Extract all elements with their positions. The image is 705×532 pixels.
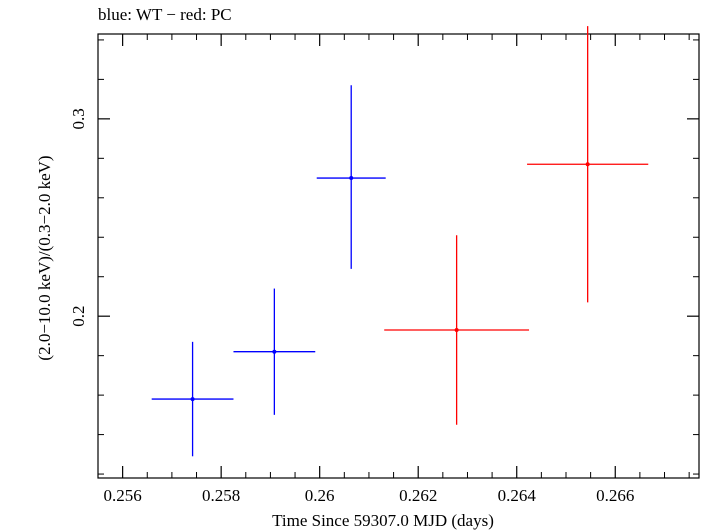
x-axis-label: Time Since 59307.0 MJD (days) (272, 511, 494, 530)
y-tick-label: 0.3 (69, 108, 88, 129)
data-point (272, 349, 277, 354)
data-series (151, 26, 649, 457)
chart-title: blue: WT − red: PC (98, 5, 232, 24)
axis-ticks: 0.256 0.258 0.26 0.262 0.264 0.266 0.2 0.3 (69, 34, 699, 505)
x-tick-label: 0.258 (202, 486, 240, 505)
series-pc (384, 26, 649, 425)
series-wt (151, 85, 386, 457)
x-tick-label: 0.266 (596, 486, 634, 505)
data-point (585, 162, 590, 167)
data-point (349, 176, 354, 181)
x-tick-label: 0.256 (104, 486, 142, 505)
data-point (190, 397, 195, 402)
data-point (454, 328, 459, 332)
y-tick-label: 0.2 (69, 306, 88, 327)
y-axis-label: (2.0−10.0 keV)/(0.3−2.0 keV) (35, 155, 54, 360)
x-tick-label: 0.26 (305, 486, 335, 505)
plot-frame (97, 33, 700, 479)
x-tick-label: 0.264 (498, 486, 537, 505)
x-tick-label: 0.262 (399, 486, 437, 505)
